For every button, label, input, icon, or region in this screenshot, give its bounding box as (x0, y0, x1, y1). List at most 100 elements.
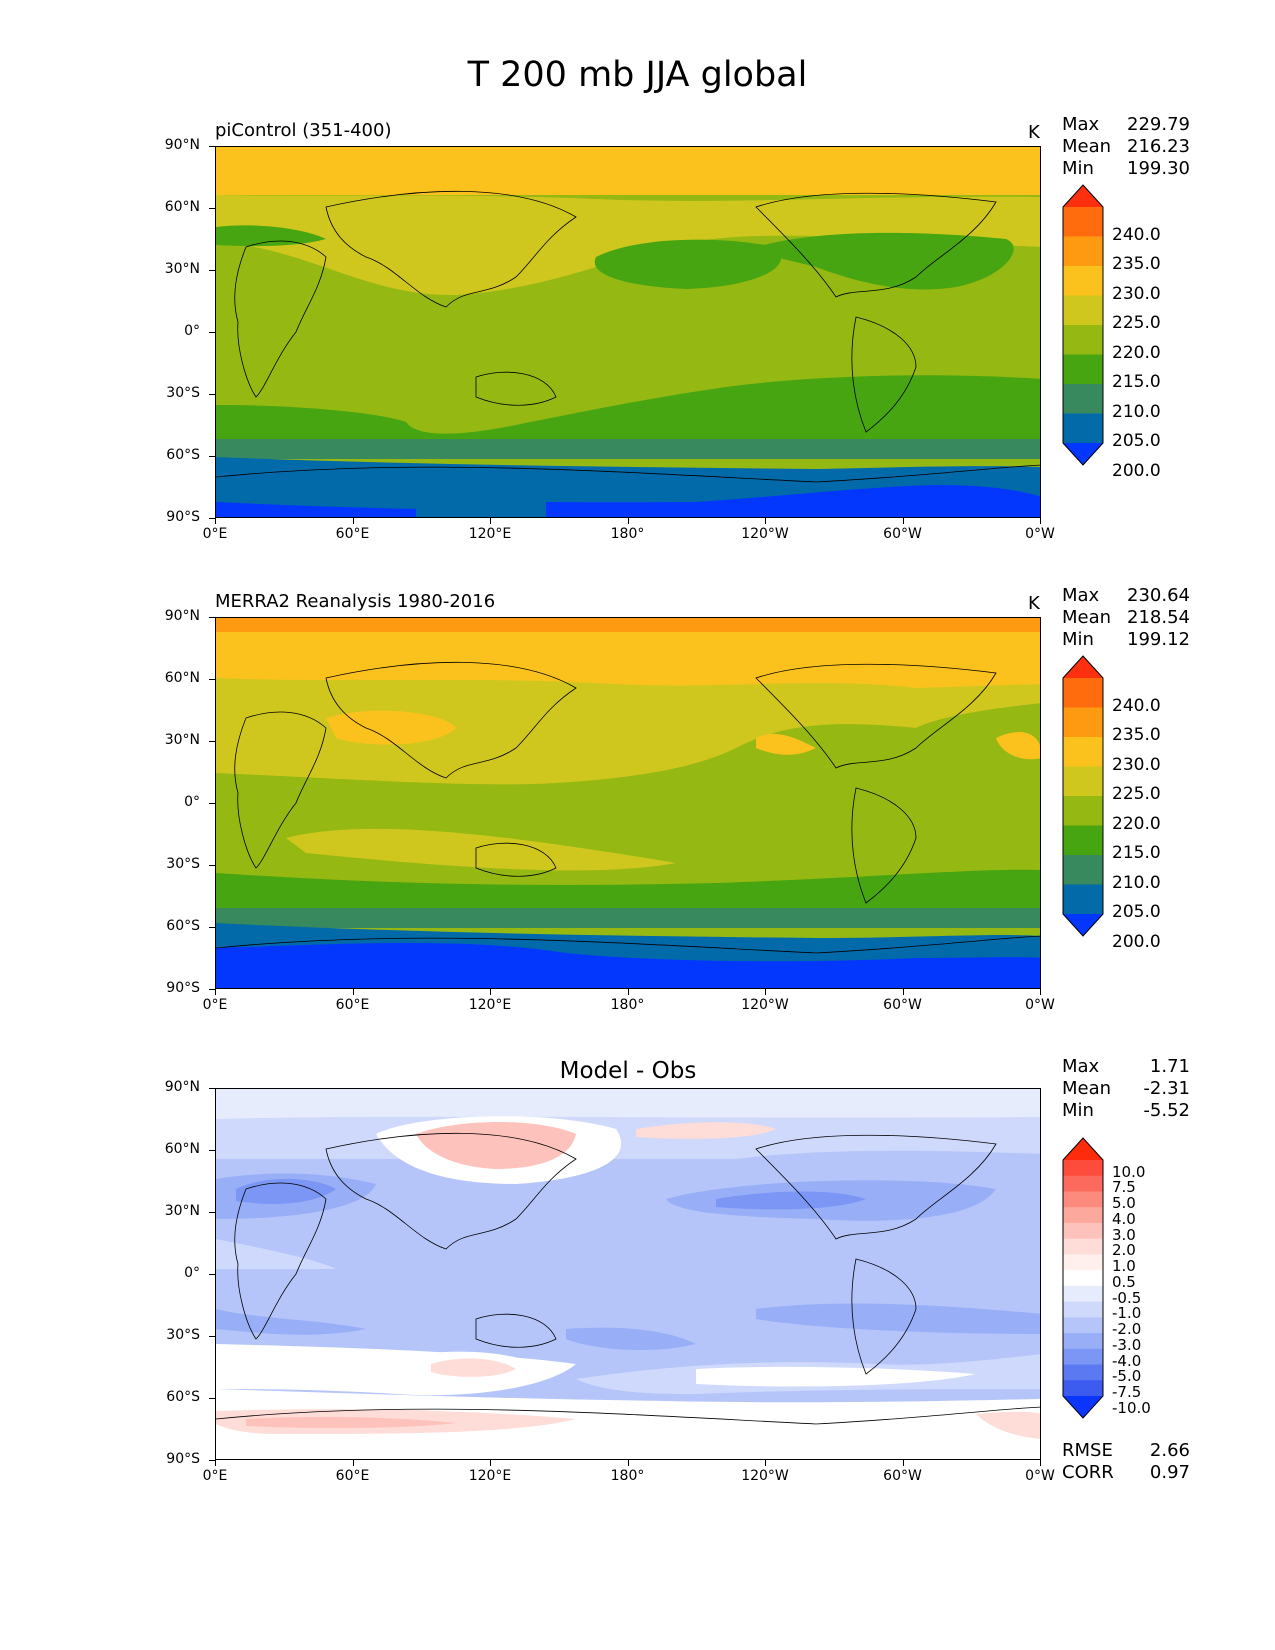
colorbar-segment (1063, 266, 1103, 296)
colorbar-segment (1063, 1317, 1103, 1334)
colorbar-segment (1063, 413, 1103, 444)
y-tick (209, 1088, 215, 1089)
colorbar-segment (1063, 1191, 1103, 1208)
y-tick-label: 90°S (166, 1451, 200, 1467)
x-tick (215, 518, 216, 524)
y-tick-label: 30°N (164, 732, 200, 748)
stat-corr: 0.97 (1149, 1462, 1190, 1483)
colorbar-tick-label: 0.5 (1112, 1272, 1136, 1291)
y-tick (209, 1212, 215, 1213)
colorbar-segment (1063, 1396, 1103, 1418)
x-tick-label: 60°W (883, 997, 922, 1013)
y-tick (209, 741, 215, 742)
y-tick (209, 1150, 215, 1151)
x-tick-label: 0°E (202, 997, 228, 1013)
stat-mean: 216.23 (1127, 136, 1190, 157)
y-tick-label: 60°N (164, 199, 200, 215)
y-tick (209, 865, 215, 866)
colorbar-tick-label: 220.0 (1112, 813, 1161, 834)
colorbar-segment (1063, 185, 1103, 207)
colorbar-tick-label: -7.5 (1112, 1383, 1142, 1401)
panel-picontrol: piControl (351-400) K Max 229.79 Mean 216.… (0, 114, 1275, 544)
y-tick-label: 60°S (166, 918, 200, 934)
x-tick-label: 180° (610, 997, 645, 1013)
colorbar-segment (1063, 1270, 1103, 1287)
y-tick-label: 90°S (166, 980, 200, 996)
y-tick (209, 927, 215, 928)
colorbar-tick-label: 7.5 (1112, 1178, 1136, 1197)
y-tick (209, 456, 215, 457)
colorbar-segment (1063, 1364, 1103, 1381)
colorbar-segment (1063, 1380, 1103, 1397)
colorbar-segment (1063, 766, 1103, 797)
rmse-corr-box: RMSE 2.66 CORR 0.97 (1062, 1440, 1190, 1483)
colorbar-segment (1063, 825, 1103, 856)
colorbar-tick-label: 215.0 (1112, 372, 1161, 392)
y-tick (209, 1460, 215, 1461)
y-tick (209, 679, 215, 680)
x-tick (490, 518, 491, 524)
y-tick-label: 60°N (164, 1141, 200, 1157)
x-tick (352, 1460, 354, 1466)
colorbar-segment (1063, 1285, 1103, 1303)
x-tick (352, 518, 354, 524)
colorbar-tick-label: 1.0 (1112, 1257, 1136, 1276)
colorbar-tick-label: 210.0 (1112, 872, 1161, 893)
colorbar-tick-label: 230.0 (1112, 283, 1161, 304)
colorbar-segment (1063, 796, 1103, 826)
coastlines (216, 190, 1040, 483)
colorbar-segment (1063, 1254, 1103, 1271)
y-tick-label: 30°S (166, 385, 200, 401)
stat-mean: 218.54 (1127, 607, 1190, 628)
map-merra2 (215, 617, 1041, 989)
y-tick-label: 60°S (166, 1389, 200, 1405)
x-tick-label: 120°E (468, 997, 512, 1013)
y-tick (209, 270, 215, 271)
colorbar-tick-label: -2.0 (1112, 1320, 1142, 1339)
y-tick (209, 1274, 215, 1275)
colorbar-tick-label: 235.0 (1112, 725, 1161, 745)
x-tick-label: 180° (610, 1468, 645, 1484)
stat-min: -5.52 (1143, 1100, 1190, 1121)
stat-max: 230.64 (1127, 585, 1190, 606)
y-tick (209, 332, 215, 333)
x-tick (627, 518, 629, 524)
x-tick-label: 180° (610, 526, 645, 542)
colorbar-segment (1063, 707, 1103, 738)
colorbar-tick-label: -10.0 (1112, 1398, 1151, 1417)
x-tick (627, 1460, 629, 1466)
colorbar-segment (1063, 855, 1103, 885)
stats-box: Max 230.64 Mean 218.54 Min 199.12 (1062, 585, 1190, 650)
x-tick (902, 1460, 904, 1466)
panel-title: piControl (351-400) (215, 120, 392, 141)
units-label: K (1028, 593, 1040, 614)
x-tick-label: 120°W (741, 1468, 789, 1484)
y-tick (209, 146, 215, 147)
colorbar-segment (1063, 737, 1103, 767)
coastlines (216, 661, 1040, 954)
x-tick-label: 0°E (202, 1468, 228, 1484)
y-tick-label: 0° (184, 794, 200, 810)
y-tick (209, 617, 215, 618)
colorbar-tick-label: 205.0 (1112, 902, 1161, 922)
x-tick-label: 120°W (741, 997, 789, 1013)
y-tick-label: 90°N (164, 137, 200, 153)
y-tick-label: 90°S (166, 509, 200, 525)
colorbar-segment (1063, 914, 1103, 936)
y-tick-label: 90°N (164, 608, 200, 624)
panel-title: MERRA2 Reanalysis 1980-2016 (215, 591, 496, 612)
colorbar-tick-label: -4.0 (1112, 1351, 1142, 1370)
colorbar-segment (1063, 443, 1103, 465)
x-tick-label: 0°W (1025, 526, 1055, 542)
colorbar-segment (1063, 656, 1103, 678)
y-tick (209, 1398, 215, 1399)
x-tick-label: 60°E (335, 997, 370, 1013)
y-tick-label: 30°S (166, 856, 200, 872)
x-tick-label: 60°E (335, 526, 370, 542)
panel-title: Model - Obs (559, 1058, 697, 1084)
colorbar-segment (1063, 1301, 1103, 1318)
map-difference (215, 1088, 1041, 1460)
colorbar-segment (1063, 884, 1103, 915)
y-tick (209, 803, 215, 804)
y-tick (209, 1336, 215, 1337)
